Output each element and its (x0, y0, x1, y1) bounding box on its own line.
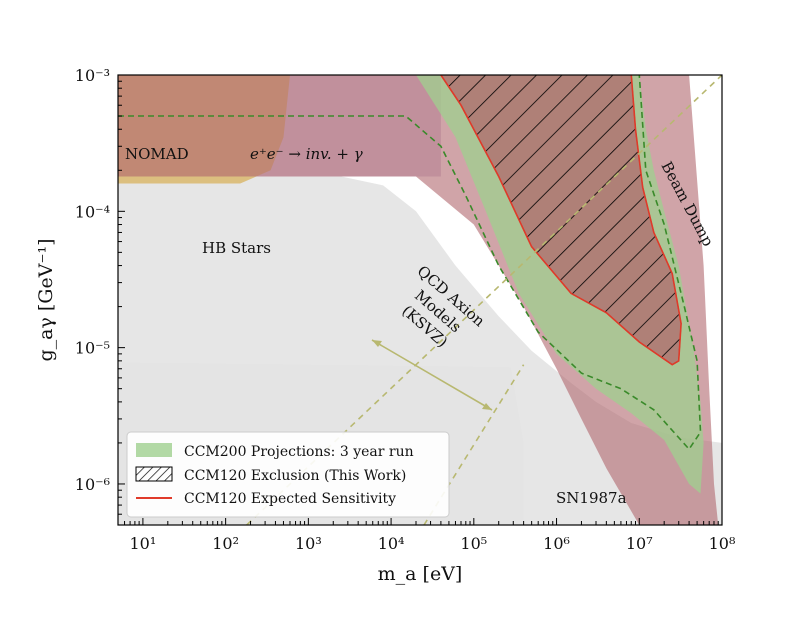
region-label-hb-stars: HB Stars (202, 239, 271, 257)
legend-label-ccm200: CCM200 Projections: 3 year run (184, 444, 414, 460)
y-tick-label: 10⁻⁵ (75, 339, 110, 358)
x-tick-label: 10⁷ (626, 534, 653, 553)
region-label-ee-inv: e⁺e⁻ → inv. + γ (250, 145, 363, 163)
x-tick-label: 10⁵ (460, 534, 487, 553)
x-tick-label: 10⁶ (543, 534, 570, 553)
x-axis-title: m_a [eV] (378, 563, 463, 585)
region-label-nomad: NOMAD (125, 145, 189, 163)
x-tick-label: 10⁸ (709, 534, 736, 553)
y-tick-label: 10⁻⁶ (75, 475, 110, 494)
lines-layer (118, 75, 722, 525)
legend-label-ccm120-sensitivity: CCM120 Expected Sensitivity (184, 491, 396, 507)
line-qcd-axion-band-edge-2 (423, 364, 525, 525)
legend-swatch-hatch (135, 466, 173, 482)
y-tick-label: 10⁻⁴ (75, 202, 110, 221)
legend-item-ccm120-sensitivity: CCM120 Expected Sensitivity (136, 491, 396, 507)
y-tick-label: 10⁻³ (75, 66, 110, 85)
plot-frame (117, 74, 723, 526)
region-label-sn1987a: SN1987a (556, 489, 627, 507)
line-ccm120-expected-sensitivity (440, 75, 682, 366)
line-ccm200-dashed-contour (118, 75, 702, 451)
x-tick-label: 10¹ (130, 534, 157, 553)
x-tick-label: 10⁴ (378, 534, 405, 553)
legend-box (126, 431, 450, 518)
y-axis-title: g_aγ [GeV⁻¹] (35, 239, 57, 362)
qcd-arrow (371, 339, 493, 411)
legend: CCM200 Projections: 3 year run CCM120 Ex… (126, 431, 450, 518)
x-tick-label: 10³ (295, 534, 322, 553)
x-tick-label: 10² (212, 534, 239, 553)
legend-item-ccm120-exclusion: CCM120 Exclusion (This Work) (135, 466, 406, 484)
legend-swatch-fill (136, 443, 172, 457)
legend-label-ccm120-exclusion: CCM120 Exclusion (This Work) (184, 468, 406, 484)
ticks-layer: 10¹ 10² 10³ 10⁴ 10⁵ 10⁶ 10⁷ 10⁸ 10⁻³ 10⁻⁴ 10⁻⁵ 10⁻⁶ (75, 66, 736, 553)
legend-item-ccm200: CCM200 Projections: 3 year run (136, 443, 414, 460)
